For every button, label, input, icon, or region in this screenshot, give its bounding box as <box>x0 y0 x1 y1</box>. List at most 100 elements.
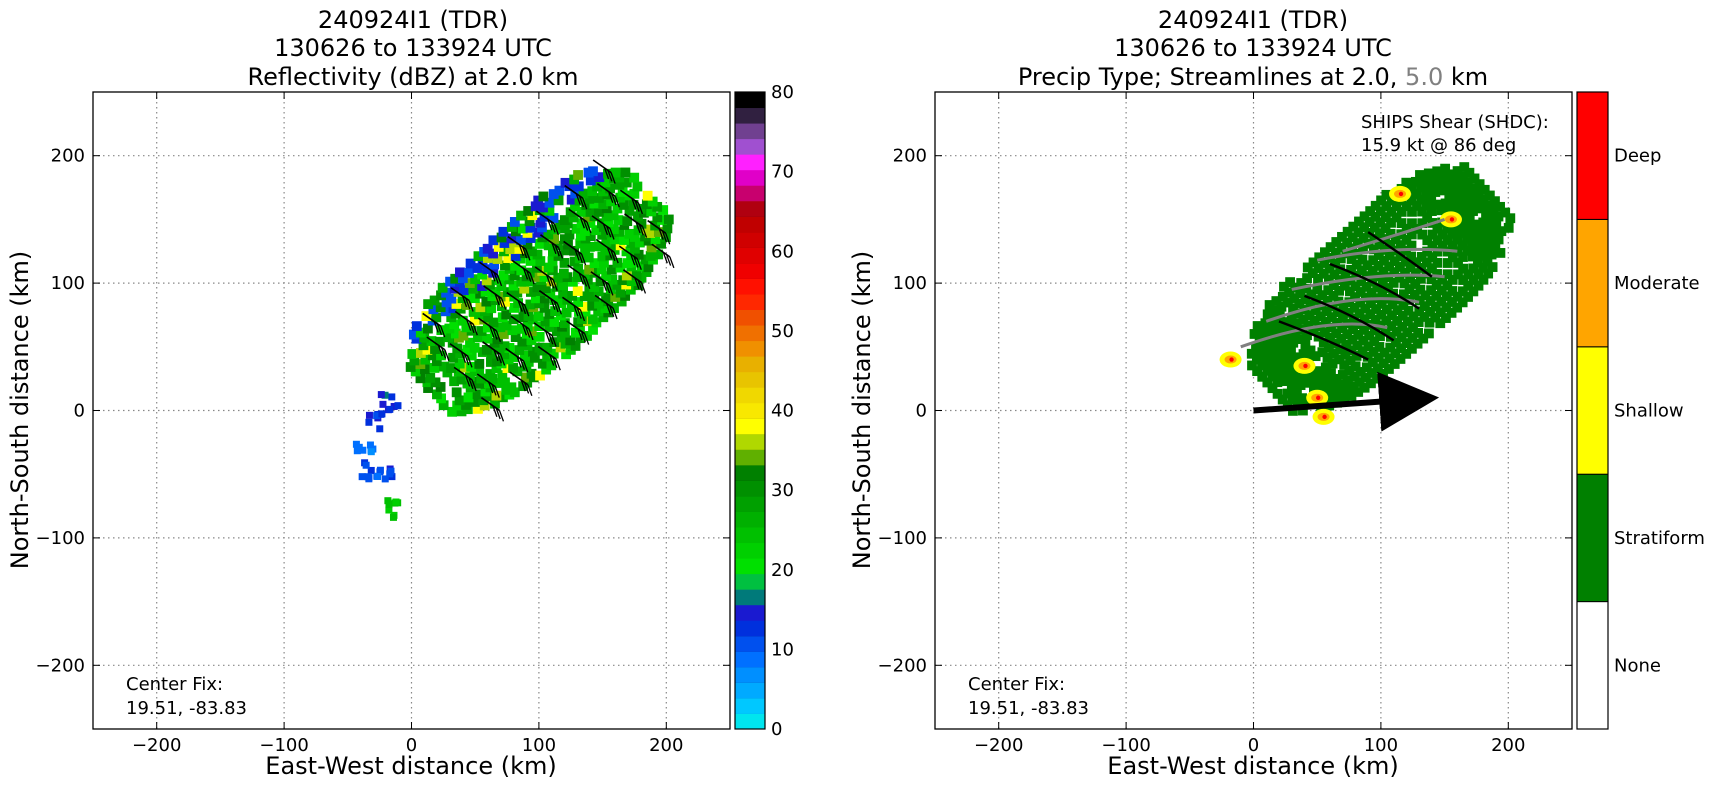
reflectivity-cell <box>612 279 623 290</box>
precip-stratiform-cell <box>1357 254 1368 265</box>
precip-stratiform-cell <box>1329 269 1340 280</box>
reflectivity-cell <box>449 283 460 294</box>
precip-stratiform-cell <box>1442 258 1453 268</box>
precip-stratiform-cell <box>1432 223 1443 234</box>
precip-stratiform-cell <box>1495 248 1506 258</box>
colorbar-swatch <box>735 402 765 419</box>
streamline-2km <box>1304 294 1395 342</box>
reflectivity-cell <box>483 391 494 402</box>
reflectivity-cell <box>508 314 519 325</box>
precip-stratiform-cell <box>1415 284 1426 295</box>
wind-barb-flag <box>661 230 668 243</box>
precip-stratiform-cell <box>1447 286 1458 296</box>
reflectivity-cell <box>504 274 515 285</box>
reflectivity-cell <box>572 286 583 296</box>
precip-stratiform-cell <box>1411 257 1422 268</box>
reflectivity-cell <box>420 354 431 365</box>
precip-stratiform-cell <box>1322 352 1333 363</box>
precip-stratiform-cell <box>1442 223 1453 234</box>
precip-stratiform-cell <box>1323 343 1334 353</box>
reflectivity-cell <box>547 256 558 267</box>
precip-stratiform-cell <box>1290 374 1301 385</box>
reflectivity-cell <box>457 315 468 326</box>
reflectivity-cell <box>597 229 608 240</box>
precip-stratiform-cell <box>1463 292 1473 302</box>
reflectivity-cell <box>488 317 499 328</box>
reflectivity-cell <box>409 355 420 366</box>
reflectivity-cell <box>629 172 640 183</box>
reflectivity-cell <box>607 274 618 285</box>
wind-barb-flag <box>669 256 675 269</box>
reflectivity-cell <box>461 400 471 410</box>
right-title-line-3: Precip Type; Streamlines at 2.0, 5.0 km <box>1018 63 1488 91</box>
colorbar-swatch <box>735 682 765 699</box>
right-x-ticks: −200 −100 0 100 200 <box>974 92 1525 756</box>
precip-stratiform-cell <box>1279 281 1289 292</box>
right-title-line-1: 240924I1 (TDR) <box>1158 6 1348 34</box>
colorbar-swatch <box>735 169 765 186</box>
precip-stratiform-cell <box>1470 197 1481 208</box>
reflectivity-cell <box>514 345 525 355</box>
precip-stratiform-cell <box>1407 218 1417 229</box>
colorbar-tick-label: 40 <box>771 401 794 422</box>
wind-barb-flag <box>468 300 474 312</box>
reflectivity-cell <box>495 322 506 333</box>
precip-stratiform-cell <box>1422 212 1433 223</box>
precip-stratiform-cell <box>1473 269 1484 279</box>
reflectivity-cell <box>514 244 525 254</box>
reflectivity-cell <box>594 172 605 183</box>
wind-barb-flag <box>553 300 559 313</box>
precip-stratiform-cell <box>1473 257 1483 268</box>
reflectivity-cell <box>608 224 619 234</box>
precip-stratiform-cell <box>1319 258 1330 268</box>
reflectivity-cell <box>544 322 554 332</box>
wind-barb-flag <box>489 325 495 338</box>
precip-stratiform-cell <box>1396 218 1407 228</box>
wind-barb-flag <box>614 196 620 208</box>
precip-stratiform-cell <box>1476 203 1486 214</box>
precip-stratiform-cell <box>1350 292 1360 302</box>
precip-deep-cell <box>1398 191 1404 197</box>
precip-stratiform-cell <box>1316 380 1327 391</box>
precip-stratiform-cell <box>1427 241 1438 251</box>
reflectivity-cell <box>601 211 612 222</box>
precip-stratiform-cell <box>1427 263 1437 274</box>
precip-stratiform-cell <box>1372 373 1382 384</box>
reflectivity-cell <box>525 299 536 310</box>
reflectivity-cell <box>556 298 567 308</box>
reflectivity-cell <box>466 325 477 336</box>
reflectivity-cell <box>616 296 627 307</box>
reflectivity-cell <box>529 352 540 363</box>
precip-stratiform-cell <box>1293 308 1304 319</box>
streamline-5km <box>1342 217 1446 253</box>
colorbar-swatch <box>735 495 765 512</box>
wind-barb-flag <box>549 277 555 289</box>
reflectivity-cell <box>528 346 538 357</box>
precip-stratiform-cell <box>1375 206 1386 217</box>
precip-stratiform-cell <box>1265 324 1276 334</box>
precip-stratiform-cell <box>1484 190 1495 201</box>
precip-stratiform-cell <box>1315 311 1326 322</box>
right-y-axis-label: North-South distance (km) <box>848 251 876 570</box>
precip-stratiform-cell <box>1458 286 1468 297</box>
wind-barb-flag <box>496 351 502 364</box>
reflectivity-cell <box>540 316 551 327</box>
reflectivity-cell <box>480 386 491 397</box>
precip-stratiform-cell <box>1385 331 1396 342</box>
right-y-tick-label: 100 <box>893 273 927 294</box>
precip-stratiform-cell <box>1402 316 1413 327</box>
reflectivity-cell <box>515 253 526 264</box>
reflectivity-cell <box>585 218 596 228</box>
precip-stratiform-cell <box>1478 194 1489 205</box>
precip-stratiform-cell <box>1384 261 1395 272</box>
precip-stratiform-cell <box>1410 176 1421 187</box>
precip-stratiform-cell <box>1298 405 1308 416</box>
reflectivity-cell <box>394 402 402 410</box>
wind-barb-flag <box>557 247 564 259</box>
precip-stratiform-cell <box>1474 179 1485 190</box>
colorbar-swatch <box>735 216 765 233</box>
precip-stratiform-cell <box>1277 291 1288 302</box>
precip-stratiform-cell <box>1505 213 1516 224</box>
precip-stratiform-cell <box>1403 305 1414 316</box>
reflectivity-cell <box>405 362 416 372</box>
